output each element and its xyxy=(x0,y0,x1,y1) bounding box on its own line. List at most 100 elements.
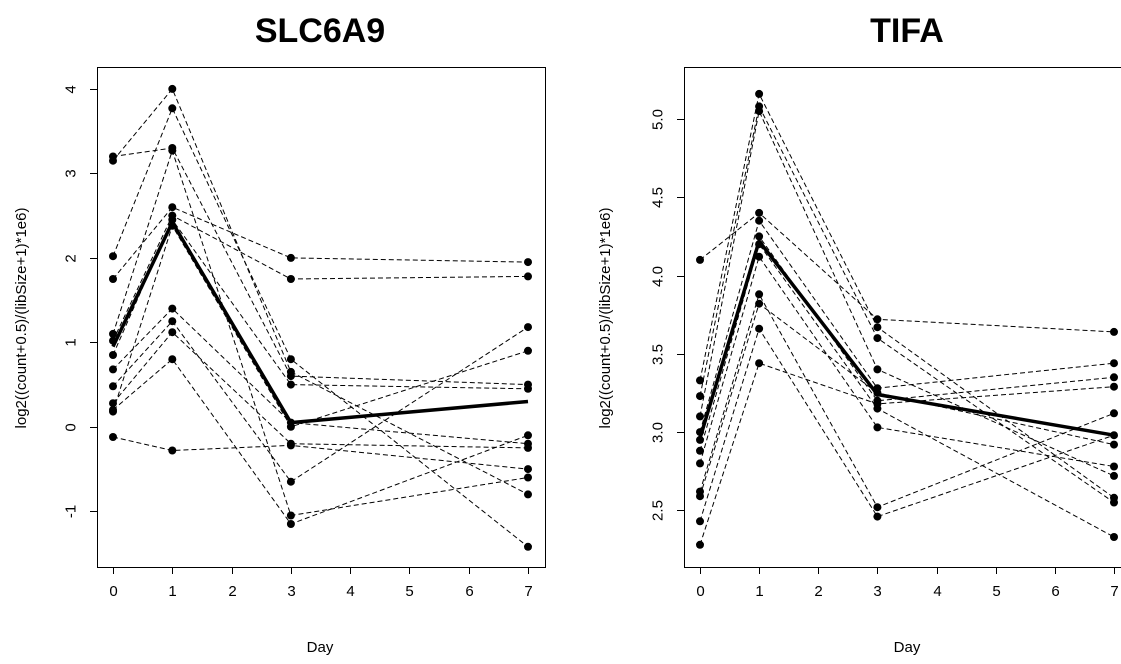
mean-line xyxy=(698,237,1115,439)
series-line xyxy=(699,293,1115,508)
y-axis-label: log2((count+0.5)/(libSize+1)*1e6) xyxy=(597,208,614,429)
x-tick-label: 7 xyxy=(1110,583,1118,600)
data-point xyxy=(286,367,295,376)
y-tick-label: 3.0 xyxy=(650,422,667,443)
x-tick-label: 2 xyxy=(228,583,236,600)
x-tick-label: 1 xyxy=(168,583,176,600)
data-point xyxy=(168,146,177,155)
y-tick-label: 4 xyxy=(63,85,80,93)
x-tick-label: 7 xyxy=(524,583,532,600)
data-point xyxy=(696,435,704,444)
x-axis-label: Day xyxy=(894,639,921,656)
data-point xyxy=(873,315,882,324)
data-point xyxy=(168,328,177,337)
data-point xyxy=(524,272,532,281)
x-tick-label: 0 xyxy=(696,583,704,600)
x-tick-label: 2 xyxy=(814,583,822,600)
plot-frame xyxy=(684,67,1121,568)
data-point xyxy=(696,459,704,468)
data-point xyxy=(1110,373,1118,382)
data-point xyxy=(1110,382,1118,391)
data-point xyxy=(109,351,117,359)
data-point xyxy=(1110,533,1118,541)
data-point xyxy=(286,520,295,528)
data-point xyxy=(873,503,882,512)
data-point xyxy=(286,477,295,486)
series-line xyxy=(112,224,529,428)
series-line xyxy=(699,302,1115,497)
data-point xyxy=(696,255,704,264)
plot-area: 0 1 2 3 4 5 6 7 2.5 3.0 3.5 4.0 4.5 5.0 xyxy=(650,67,1121,600)
data-point xyxy=(755,324,764,333)
x-tick-label: 4 xyxy=(346,583,354,600)
data-point xyxy=(524,323,532,332)
series-line xyxy=(699,212,1115,333)
data-point xyxy=(1110,327,1118,336)
data-point xyxy=(286,441,295,450)
x-axis-label: Day xyxy=(307,639,334,656)
x-tick-label: 0 xyxy=(109,583,117,600)
panel-tifa: TIFA Day log2((count+0.5)/(libSize+1)*1e… xyxy=(597,12,1121,656)
series-line xyxy=(699,219,1115,433)
y-tick-label: 4.0 xyxy=(650,266,667,287)
plot-area: 0 1 2 3 4 5 6 7 -1 0 1 2 3 4 xyxy=(63,67,546,600)
data-point xyxy=(109,399,117,408)
series-line xyxy=(112,147,529,386)
y-tick-label: -1 xyxy=(63,505,80,518)
series-line xyxy=(699,255,1115,467)
data-point xyxy=(873,334,882,343)
data-point xyxy=(109,156,117,165)
chart-title: TIFA xyxy=(870,12,944,50)
series-line xyxy=(699,327,1115,522)
data-point xyxy=(109,275,117,283)
data-point xyxy=(755,290,764,299)
x-tick-label: 5 xyxy=(405,583,413,600)
data-point xyxy=(109,365,117,374)
data-point xyxy=(755,359,764,368)
series-line xyxy=(112,331,529,449)
data-point xyxy=(524,542,532,551)
y-axis-label: log2((count+0.5)/(libSize+1)*1e6) xyxy=(13,208,30,429)
series-line xyxy=(112,307,529,445)
data-point xyxy=(755,299,764,308)
data-point xyxy=(286,355,295,364)
data-point xyxy=(1110,359,1118,368)
data-point xyxy=(168,355,177,364)
data-point xyxy=(1110,471,1118,480)
data-point xyxy=(109,433,117,441)
data-point xyxy=(1110,409,1118,418)
data-point xyxy=(873,323,882,332)
mean-line xyxy=(111,218,529,425)
data-point xyxy=(168,317,177,326)
data-point xyxy=(109,407,117,416)
data-point xyxy=(755,216,764,225)
panel-slc6a9: SLC6A9 Day log2((count+0.5)/(libSize+1)*… xyxy=(13,12,546,656)
series-line xyxy=(699,235,1115,441)
plot-frame xyxy=(97,67,546,568)
data-point xyxy=(696,492,704,501)
series-line xyxy=(112,107,529,548)
data-point xyxy=(696,412,704,421)
series-line xyxy=(112,436,529,470)
data-point xyxy=(524,384,532,393)
chart-title: SLC6A9 xyxy=(255,12,385,50)
y-tick-label: 1 xyxy=(63,338,80,346)
data-point xyxy=(755,252,764,261)
data-point xyxy=(696,392,704,401)
data-point xyxy=(524,346,532,355)
series-line xyxy=(699,362,1115,545)
data-point xyxy=(109,382,117,391)
data-point xyxy=(755,89,764,98)
x-tick-label: 3 xyxy=(287,583,295,600)
y-tick-label: 4.5 xyxy=(650,187,667,208)
series-line xyxy=(699,109,1115,477)
x-tick-label: 6 xyxy=(1051,583,1059,600)
data-point xyxy=(1110,440,1118,449)
x-tick-label: 4 xyxy=(933,583,941,600)
y-tick-label: 0 xyxy=(63,423,80,431)
data-point xyxy=(696,517,704,526)
data-point xyxy=(524,258,532,267)
data-point xyxy=(286,380,295,389)
data-point xyxy=(1110,462,1118,471)
data-point xyxy=(873,423,882,432)
